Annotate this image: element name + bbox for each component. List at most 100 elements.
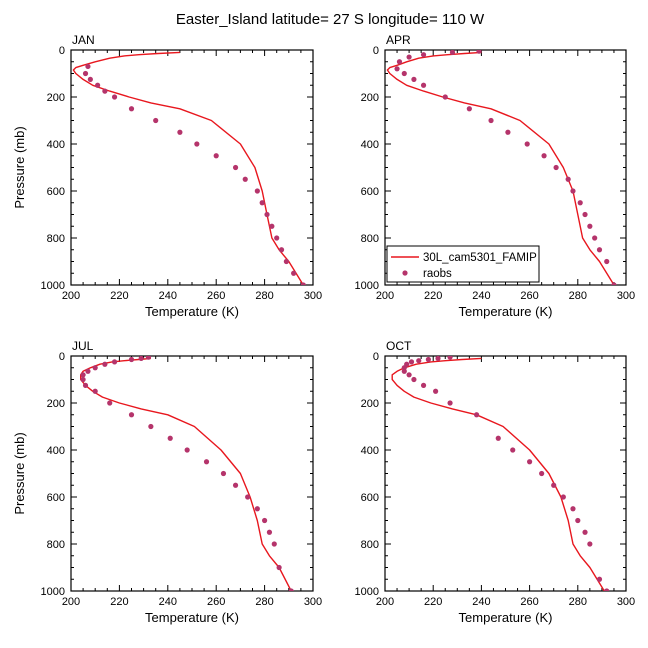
x-tick-label: 220 — [424, 290, 442, 302]
x-tick-label: 300 — [304, 290, 322, 302]
y-tick-label: 0 — [59, 45, 65, 57]
x-tick-label: 240 — [159, 290, 177, 302]
y-tick-label: 1000 — [41, 280, 65, 292]
y-tick-label: 200 — [361, 398, 379, 410]
x-tick-label: 220 — [110, 290, 128, 302]
obs-marker — [138, 356, 144, 361]
obs-marker — [406, 54, 412, 60]
obs-marker — [82, 70, 89, 77]
obs-marker — [102, 361, 108, 367]
obs-marker — [291, 270, 297, 276]
obs-marker — [87, 76, 93, 82]
legend-obs-label: raobs — [423, 268, 452, 280]
obs-marker — [604, 588, 610, 591]
model-line — [79, 357, 292, 591]
x-axis-label: Temperature (K) — [145, 304, 239, 319]
x-tick-label: 280 — [255, 290, 273, 302]
panel-oct: 200 220 240 260 280 300 0 200 400 600 800 1000 OCT Te… — [355, 339, 636, 625]
y-tick-label: 400 — [47, 139, 65, 151]
obs-marker — [587, 541, 593, 547]
obs-marker — [85, 63, 91, 70]
x-tick-label: 260 — [207, 290, 225, 302]
obs-marker — [128, 106, 135, 112]
y-tick-label: 1000 — [355, 586, 379, 598]
obs-marker — [425, 356, 431, 363]
obs-marker — [254, 188, 260, 194]
obs-marker — [575, 517, 581, 524]
obs-marker — [505, 129, 511, 135]
model-line — [72, 51, 304, 285]
x-tick-label: 240 — [159, 596, 177, 608]
obs-marker — [232, 482, 239, 488]
obs-marker — [473, 412, 480, 418]
plot-frame — [70, 355, 314, 592]
obs-marker — [278, 247, 285, 253]
x-tick-label: 300 — [304, 596, 322, 608]
obs-marker — [510, 447, 516, 453]
obs-marker — [408, 359, 415, 365]
legend-box — [386, 245, 540, 283]
y-tick-label: 400 — [47, 445, 65, 457]
x-tick-label: 280 — [569, 290, 587, 302]
obs-marker — [447, 356, 453, 360]
plot-frame — [384, 355, 627, 592]
obs-marker — [433, 388, 439, 394]
obs-marker — [80, 372, 86, 378]
panel-label: APR — [386, 33, 411, 47]
x-tick-label: 260 — [207, 596, 225, 608]
obs-marker — [245, 494, 251, 500]
x-tick-label: 200 — [62, 596, 80, 608]
obs-marker — [82, 382, 89, 388]
obs-marker — [283, 258, 289, 265]
y-tick-label: 400 — [361, 139, 379, 151]
obs-marker — [394, 66, 400, 72]
x-tick-label: 260 — [520, 596, 538, 608]
obs-marker — [582, 211, 588, 218]
obs-marker — [596, 247, 603, 253]
obs-marker — [259, 200, 265, 206]
panel-label: JAN — [72, 33, 95, 47]
obs-marker — [148, 423, 154, 430]
obs-marker — [541, 153, 547, 159]
obs-marker — [577, 200, 583, 206]
obs-marker — [551, 482, 557, 488]
obs-marker — [447, 400, 453, 406]
model-line — [391, 357, 605, 591]
obs-marker — [288, 588, 294, 591]
y-tick-label: 200 — [361, 92, 379, 104]
obs-marker — [539, 470, 545, 477]
obs-marker — [85, 368, 91, 374]
y-axis-label: Pressure (mb) — [12, 432, 27, 514]
obs-marker — [442, 94, 448, 100]
obs-marker — [604, 258, 610, 265]
y-tick-label: 600 — [47, 186, 65, 198]
y-tick-label: 600 — [47, 492, 65, 504]
obs-marker — [611, 282, 617, 285]
panel-label: OCT — [386, 339, 412, 353]
obs-marker — [596, 576, 603, 582]
obs-marker — [177, 129, 183, 135]
obs-marker — [411, 76, 417, 82]
obs-marker — [582, 529, 588, 535]
legend-marker-swatch — [402, 270, 408, 276]
obs-marker — [213, 153, 219, 159]
obs-marker — [587, 223, 593, 229]
obs-marker — [153, 117, 159, 124]
obs-marker — [401, 368, 407, 374]
obs-marker — [570, 188, 576, 194]
y-tick-label: 800 — [361, 539, 379, 551]
obs-marker — [145, 356, 152, 360]
obs-marker — [416, 358, 422, 364]
obs-marker — [203, 459, 210, 465]
obs-marker — [111, 359, 118, 365]
obs-marker — [527, 459, 533, 465]
obs-marker — [266, 529, 273, 535]
obs-marker — [411, 376, 417, 383]
y-tick-label: 200 — [47, 398, 65, 410]
obs-marker — [466, 106, 472, 112]
obs-marker — [420, 382, 427, 388]
obs-marker — [565, 176, 571, 182]
obs-marker — [102, 88, 108, 94]
obs-marker — [396, 59, 403, 65]
